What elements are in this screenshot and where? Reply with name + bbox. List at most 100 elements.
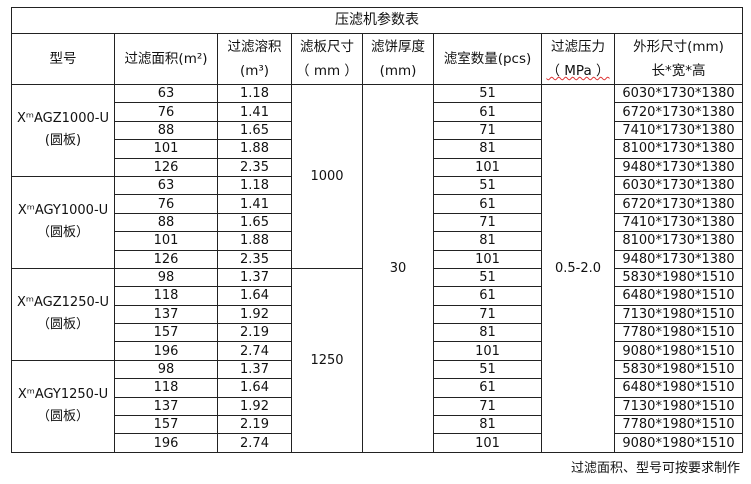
dimensions-cell: 7780*1980*1510: [614, 415, 743, 435]
volume-cell: 1.92: [217, 304, 292, 325]
dimensions-cell: 6030*1730*1380: [614, 83, 743, 104]
chambers-cell: 71: [433, 396, 542, 417]
footnote: 过滤面积、型号可按要求制作: [570, 461, 740, 476]
model-cell: XᵐAGY1250-U （圆板）: [11, 359, 115, 453]
table-row: 137 1.92 71 7130*1980*1510: [12, 396, 743, 417]
volume-cell: 1.88: [217, 231, 292, 251]
area-cell: 101: [114, 139, 218, 159]
area-cell: 88: [114, 212, 218, 233]
model-sub: （圆板）: [36, 409, 89, 425]
cake-thickness-cell: 30: [362, 84, 434, 453]
header-dimensions: 外形尺寸(mm) 长*宽*高: [614, 33, 743, 85]
chambers-cell: 71: [433, 304, 542, 325]
dimensions-cell: 7780*1980*1510: [614, 323, 743, 343]
table-row: XᵐAGY1000-U （圆板） 63 1.18 51 6030*1730*1380: [11, 175, 743, 269]
chambers-cell: 101: [433, 433, 542, 453]
dimensions-cell: 5830*1980*1510: [614, 359, 743, 380]
dimensions-cell: 7130*1980*1510: [614, 396, 743, 417]
table-row: 137 1.92 71 7130*1980*1510: [12, 304, 743, 325]
table-row: 126 2.35 101 9480*1730*1380: [12, 249, 743, 269]
header-plate-size: 滤板尺寸（ mm ）: [291, 33, 363, 85]
area-cell: 76: [114, 194, 218, 214]
chambers-cell: 81: [433, 415, 542, 435]
dimensions-cell: 7410*1730*1380: [614, 212, 743, 233]
volume-cell: 1.41: [217, 194, 292, 214]
table-row: XᵐAGZ1250-U （圆板） 98 1.37 1250 51 5830*1980*151…: [11, 267, 743, 453]
volume-cell: 1.18: [217, 175, 292, 196]
header-area: 过滤面积(m²): [114, 33, 218, 85]
table-row: 126 2.35 101 9480*1730*1380: [12, 157, 743, 177]
header-model: 型号: [11, 33, 115, 85]
plate-size-cell: 1000: [291, 84, 363, 269]
header-volume: 过滤溶积 (m³): [217, 33, 292, 85]
volume-cell: 2.35: [217, 157, 292, 177]
volume-cell: 1.64: [217, 378, 292, 398]
table-row: 101 1.88 81 8100*1730*1380: [12, 139, 743, 159]
chambers-cell: 61: [433, 286, 542, 306]
chambers-cell: 51: [433, 267, 542, 288]
area-cell: 98: [114, 267, 218, 288]
area-cell: 76: [114, 102, 218, 122]
area-cell: 88: [114, 120, 218, 141]
volume-cell: 2.19: [217, 323, 292, 343]
chambers-cell: 101: [433, 249, 542, 269]
dimensions-cell: 8100*1730*1380: [614, 231, 743, 251]
model-name: XᵐAGY1250-U: [17, 387, 109, 403]
volume-cell: 1.65: [217, 120, 292, 141]
area-cell: 118: [114, 286, 218, 306]
volume-cell: 1.64: [217, 286, 292, 306]
dimensions-cell: 6030*1730*1380: [614, 175, 743, 196]
chambers-cell: 81: [433, 139, 542, 159]
pressure-cell: 0.5-2.0: [541, 84, 615, 453]
area-cell: 98: [114, 359, 218, 380]
area-cell: 157: [114, 323, 218, 343]
area-cell: 196: [114, 341, 218, 361]
area-cell: 63: [114, 175, 218, 196]
dimensions-cell: 6480*1980*1510: [614, 286, 743, 306]
table-row: XᵐAGY1250-U （圆板） 98 1.37 51 5830*1980*1510: [11, 359, 743, 453]
volume-cell: 1.88: [217, 139, 292, 159]
volume-cell: 1.65: [217, 212, 292, 233]
area-cell: 137: [114, 304, 218, 325]
chambers-cell: 81: [433, 231, 542, 251]
header-cake-thickness: 滤饼厚度 (mm): [362, 33, 434, 85]
header-pressure: 过滤压力（ MPa ）: [541, 33, 615, 85]
chambers-cell: 71: [433, 120, 542, 141]
dimensions-cell: 9080*1980*1510: [614, 341, 743, 361]
model-name: XᵐAGZ1250-U: [17, 295, 109, 311]
area-cell: 63: [114, 83, 218, 104]
table-row: 196 2.74 101 9080*1980*1510: [12, 433, 743, 453]
dimensions-cell: 9480*1730*1380: [614, 157, 743, 177]
model-name: XᵐAGZ1000-U: [17, 111, 109, 127]
model-name: XᵐAGY1000-U: [17, 203, 109, 219]
dimensions-cell: 8100*1730*1380: [614, 139, 743, 159]
volume-cell: 1.92: [217, 396, 292, 417]
dimensions-cell: 7410*1730*1380: [614, 120, 743, 141]
dimensions-cell: 9480*1730*1380: [614, 249, 743, 269]
area-cell: 118: [114, 378, 218, 398]
volume-cell: 1.37: [217, 267, 292, 288]
table-row: 157 2.19 81 7780*1980*1510: [12, 323, 743, 343]
table-row: 118 1.64 61 6480*1980*1510: [12, 378, 743, 398]
area-cell: 196: [114, 433, 218, 453]
area-cell: 101: [114, 231, 218, 251]
chambers-cell: 71: [433, 212, 542, 233]
model-cell: XᵐAGY1000-U （圆板）: [11, 175, 115, 269]
chambers-cell: 51: [433, 359, 542, 380]
chambers-cell: 51: [433, 83, 542, 104]
chambers-cell: 51: [433, 175, 542, 196]
model-sub: （圆板）: [36, 317, 89, 333]
parameter-table: 压滤机参数表 型号 过滤面积(m²) 过滤溶积 (m³) 滤板尺寸（ mm ） 滤…: [11, 7, 743, 453]
model-cell: XᵐAGZ1250-U （圆板）: [11, 267, 115, 361]
dimensions-cell: 7130*1980*1510: [614, 304, 743, 325]
chambers-cell: 61: [433, 194, 542, 214]
table-row: XᵐAGZ1000-U (圆板) 63 1.18 1000 30 51 0.5-2.0 6030…: [11, 83, 743, 453]
dimensions-cell: 6480*1980*1510: [614, 378, 743, 398]
volume-cell: 2.19: [217, 415, 292, 435]
chambers-cell: 101: [433, 157, 542, 177]
volume-cell: 1.37: [217, 359, 292, 380]
dimensions-cell: 9080*1980*1510: [614, 433, 743, 453]
model-cell: XᵐAGZ1000-U (圆板): [11, 84, 115, 177]
chambers-cell: 101: [433, 341, 542, 361]
chambers-cell: 61: [433, 102, 542, 122]
